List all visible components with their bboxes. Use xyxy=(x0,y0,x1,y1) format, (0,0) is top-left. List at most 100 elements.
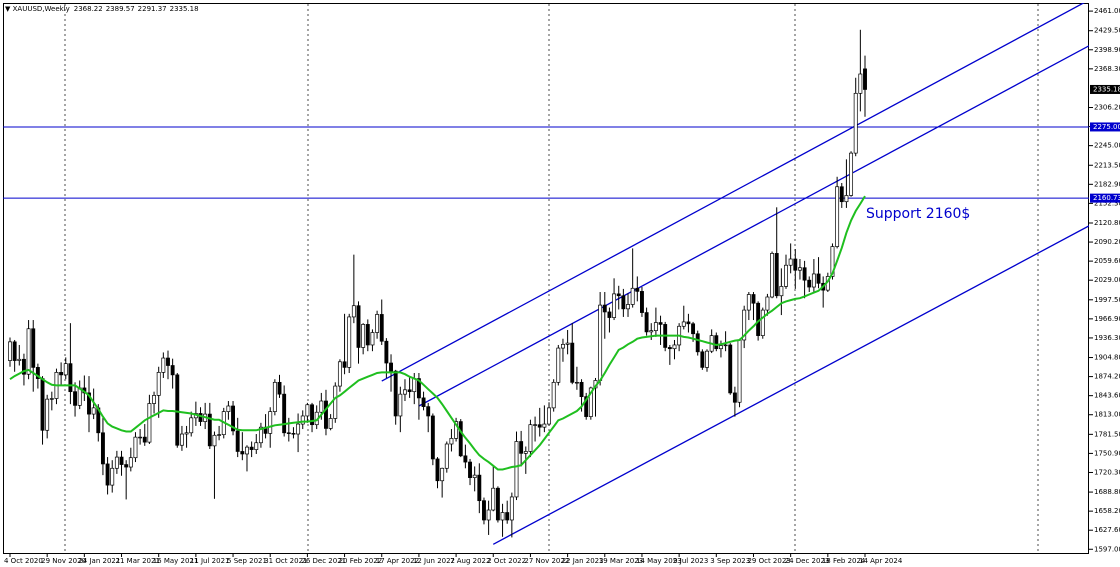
candle-body xyxy=(91,407,96,415)
candle-body xyxy=(12,341,17,361)
candle-body xyxy=(217,434,222,436)
y-tick-label: 1627.60 xyxy=(1094,526,1120,534)
candle-body xyxy=(40,378,45,431)
candle-body xyxy=(449,438,454,445)
chart-title: XAUUSD,Weekly xyxy=(13,5,70,13)
candle-body xyxy=(375,314,380,333)
candle-body xyxy=(198,413,203,422)
candle-body xyxy=(523,451,528,454)
y-tick-label: 1688.80 xyxy=(1094,488,1120,496)
y-tick-label: 2368.30 xyxy=(1094,65,1120,73)
candle-body xyxy=(533,424,538,426)
candle-body xyxy=(858,73,863,94)
candle-body xyxy=(472,474,477,478)
candle-body xyxy=(282,393,287,434)
candle-body xyxy=(774,253,779,297)
plot xyxy=(3,3,1089,545)
candle-body xyxy=(189,417,194,434)
candle-body xyxy=(393,370,398,417)
candle-body xyxy=(830,246,835,277)
candle-body xyxy=(268,411,273,434)
x-tick-label: 31 Oct 2021 xyxy=(264,557,307,565)
candle-body xyxy=(807,279,812,288)
candle-body xyxy=(495,487,500,521)
candle-body xyxy=(342,361,347,368)
x-tick-label: 9 Jul 2023 xyxy=(673,557,708,565)
candle-body xyxy=(719,345,723,350)
y-tick-label: 1720.30 xyxy=(1094,468,1120,476)
candle-body xyxy=(384,340,389,364)
candle-body xyxy=(416,378,421,399)
candle-body xyxy=(602,304,607,313)
candle-body xyxy=(565,342,570,345)
candle-body xyxy=(175,374,180,446)
candle-body xyxy=(728,344,733,394)
candle-body xyxy=(245,446,249,455)
y-tick-label: 2429.50 xyxy=(1094,27,1120,35)
candle-body xyxy=(672,344,677,350)
y-tick-label: 2398.90 xyxy=(1094,46,1120,54)
candle-body xyxy=(561,343,565,349)
candle-body xyxy=(691,323,696,335)
candle-body xyxy=(370,332,375,346)
candle-body xyxy=(802,267,807,281)
candle-body xyxy=(737,339,742,403)
candle-body xyxy=(458,421,463,457)
candle-body xyxy=(87,392,91,415)
candle-body xyxy=(607,311,612,318)
y-tick-label: 2182.90 xyxy=(1094,180,1120,188)
candle-body xyxy=(863,68,867,90)
candle-body xyxy=(212,434,217,447)
candle-body xyxy=(45,398,50,431)
candle-body xyxy=(258,426,263,444)
x-tick-label: 4 Oct 2020 xyxy=(4,557,43,565)
candle-body xyxy=(296,423,301,435)
annotation: Support 2160$ xyxy=(866,206,970,222)
candle-body xyxy=(612,293,617,318)
candle-body xyxy=(784,264,788,287)
y-tick-label: 2461.00 xyxy=(1094,7,1120,15)
candle-body xyxy=(500,512,505,521)
header-open: 2368.22 xyxy=(74,5,103,13)
x-tick-label: 2 Oct 2022 xyxy=(487,557,526,565)
period-separators xyxy=(64,4,1039,553)
candle-body xyxy=(100,432,105,465)
x-tick-label: 19 Mar 2023 xyxy=(599,557,643,565)
moving-average xyxy=(9,195,866,471)
x-tick-label: 14 May 2023 xyxy=(636,557,682,565)
x-tick-label: 26 Dec 2021 xyxy=(301,557,346,565)
candle-body xyxy=(152,395,156,404)
candle-body xyxy=(8,341,12,361)
x-tick-label: 29 Oct 2023 xyxy=(747,557,790,565)
candle-body xyxy=(142,436,147,443)
candle-body xyxy=(839,186,844,203)
candle-body xyxy=(31,328,36,368)
candle-body xyxy=(105,463,110,486)
candle-body xyxy=(616,293,621,297)
candle-body xyxy=(705,350,709,368)
candle-body xyxy=(770,253,775,298)
y-tick-label: 2090.20 xyxy=(1094,238,1120,246)
candle-body xyxy=(435,458,440,482)
header: ▼ XAUUSD,Weekly 2368.22 2389.57 2291.37 2335… xyxy=(5,5,199,13)
candle-body xyxy=(630,287,635,305)
candle-body xyxy=(528,424,533,452)
candle-body xyxy=(412,378,417,393)
candle-body xyxy=(138,436,143,439)
candle-body xyxy=(240,451,245,455)
x-tick-label: 24 Dec 2023 xyxy=(785,557,830,565)
candle-body xyxy=(444,443,449,469)
candle-body xyxy=(426,406,431,417)
candle-body xyxy=(59,372,64,376)
candle-body xyxy=(811,273,816,288)
candle-body xyxy=(588,387,593,417)
candle-body xyxy=(626,304,630,310)
candle-body xyxy=(21,358,26,375)
candle-body xyxy=(644,312,649,333)
candle-body xyxy=(742,309,747,341)
x-tick-label: 29 Nov 2020 xyxy=(41,557,86,565)
candle-body xyxy=(477,474,482,502)
candle-body xyxy=(640,291,644,313)
